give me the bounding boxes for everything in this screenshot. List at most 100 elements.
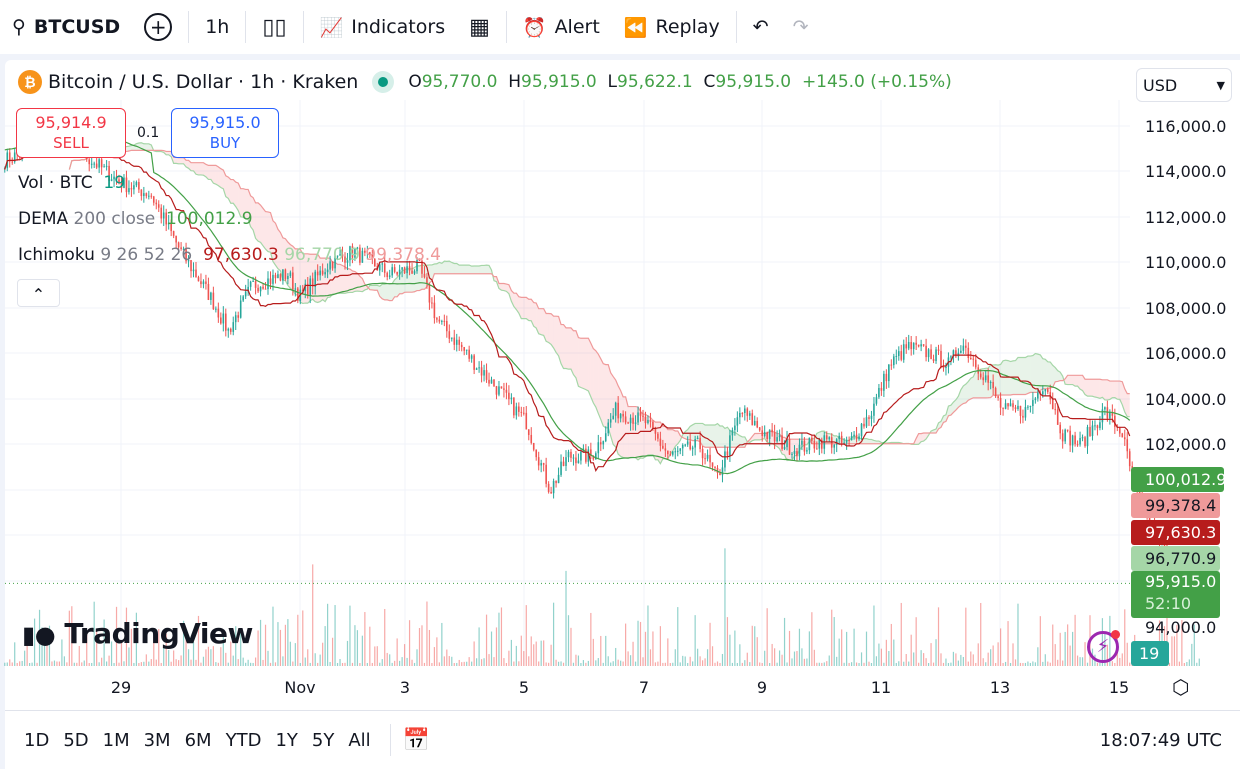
range-1m-button[interactable]: 1M bbox=[102, 729, 130, 751]
candle-body bbox=[967, 347, 970, 359]
candle-body bbox=[148, 195, 150, 197]
volume-bar bbox=[597, 658, 599, 666]
volume-bar bbox=[1012, 643, 1014, 666]
ichimoku-cloud bbox=[588, 338, 591, 397]
candle-body bbox=[1069, 430, 1071, 446]
calendar-goto-icon[interactable]: 📅 bbox=[402, 727, 431, 753]
ichimoku-cloud bbox=[593, 348, 596, 408]
volume-bar bbox=[644, 631, 647, 666]
candle-body bbox=[522, 412, 525, 414]
templates-button[interactable]: ▦ bbox=[457, 7, 502, 47]
ichimoku-cloud bbox=[218, 166, 221, 188]
candle-body bbox=[741, 412, 744, 414]
candle-body bbox=[411, 270, 413, 274]
candle-body bbox=[729, 435, 731, 456]
interval-button[interactable]: 1h bbox=[205, 16, 230, 38]
symbol-search[interactable]: ⚲ BTCUSD bbox=[0, 7, 132, 47]
volume-bar bbox=[105, 661, 108, 666]
ichimoku-cloud bbox=[325, 258, 328, 302]
volume-legend[interactable]: Vol · BTC 19 bbox=[18, 173, 126, 193]
compare-button[interactable]: + bbox=[132, 7, 184, 47]
candle-body bbox=[751, 413, 754, 426]
range-6m-button[interactable]: 6M bbox=[184, 729, 212, 751]
candle-body bbox=[254, 280, 257, 288]
base-line-price-label: 97,630.3 bbox=[1131, 520, 1220, 545]
range-1d-button[interactable]: 1D bbox=[24, 729, 50, 751]
candle-body bbox=[671, 451, 674, 455]
ichimoku-cloud bbox=[752, 433, 755, 441]
volume-bar bbox=[125, 607, 128, 666]
candle-body bbox=[378, 264, 381, 271]
axis-settings-icon[interactable]: ⬡ bbox=[1172, 675, 1190, 699]
volume-bar bbox=[811, 612, 813, 666]
ichimoku-cloud bbox=[131, 145, 134, 151]
volume-bar bbox=[304, 657, 306, 666]
volume-bar bbox=[751, 625, 753, 666]
volume-bar bbox=[240, 630, 242, 666]
ichimoku-cloud bbox=[404, 268, 408, 293]
undo-button[interactable]: ↶ bbox=[741, 7, 781, 47]
redo-button[interactable]: ↷ bbox=[781, 7, 821, 47]
candle-body bbox=[701, 448, 704, 459]
chart-type-button[interactable]: ▯▯ bbox=[250, 7, 298, 47]
assistant-icon[interactable]: ⚡ bbox=[1087, 630, 1120, 663]
currency-select[interactable]: USD ▼ bbox=[1136, 68, 1232, 102]
candle-body bbox=[535, 449, 538, 458]
volume-bar bbox=[841, 629, 843, 666]
volume-bar bbox=[935, 639, 937, 666]
candle-body bbox=[202, 281, 205, 285]
candle-body bbox=[763, 432, 766, 437]
candle-body bbox=[999, 397, 1002, 408]
candle-body bbox=[500, 386, 503, 389]
ichimoku-cloud bbox=[953, 399, 956, 413]
volume-bar bbox=[394, 660, 396, 666]
volume-bar bbox=[423, 662, 426, 666]
volume-bar bbox=[369, 626, 371, 666]
volume-bar bbox=[33, 618, 36, 666]
volume-bar bbox=[1064, 631, 1066, 666]
candle-body bbox=[897, 351, 900, 356]
range-5y-button[interactable]: 5Y bbox=[311, 729, 335, 751]
collapse-legend-button[interactable]: ⌃ bbox=[17, 279, 60, 307]
replay-button[interactable]: ⏪ Replay bbox=[612, 7, 732, 47]
volume-bar bbox=[190, 659, 192, 666]
sell-button[interactable]: 95,914.9 SELL bbox=[16, 108, 126, 158]
candle-body bbox=[965, 345, 967, 348]
date-axis-label: 11 bbox=[870, 678, 892, 697]
indicators-button[interactable]: 📈 Indicators bbox=[308, 7, 458, 47]
volume-bar bbox=[788, 630, 791, 666]
ichimoku-cloud bbox=[916, 433, 919, 445]
ichimoku-legend[interactable]: Ichimoku 9 26 52 26 97,630.3 96,770.9 99… bbox=[18, 245, 441, 265]
candle-body bbox=[657, 433, 659, 439]
candle-body bbox=[413, 271, 416, 274]
volume-bar bbox=[401, 657, 403, 666]
range-ytd-button[interactable]: YTD bbox=[225, 729, 262, 751]
volume-bar bbox=[61, 639, 63, 666]
volume-bar bbox=[1076, 655, 1079, 666]
volume-bar bbox=[513, 661, 515, 666]
volume-bar bbox=[411, 659, 413, 666]
ichimoku-cloud bbox=[210, 165, 214, 184]
candle-body bbox=[858, 436, 860, 440]
volume-bar bbox=[1039, 616, 1041, 666]
ichimoku-cloud bbox=[248, 189, 251, 227]
range-3m-button[interactable]: 3M bbox=[143, 729, 171, 751]
volume-bar bbox=[930, 643, 932, 666]
range-5d-button[interactable]: 5D bbox=[63, 729, 89, 751]
candle-body bbox=[1044, 389, 1047, 392]
dema-legend[interactable]: DEMA 200 close 100,012.9 bbox=[18, 209, 253, 229]
candle-body bbox=[890, 364, 893, 366]
volume-bar bbox=[319, 654, 321, 666]
price-axis-label: 104,000.0 bbox=[1145, 390, 1227, 409]
alert-button[interactable]: ⏰ Alert bbox=[511, 7, 612, 47]
buy-button[interactable]: 95,915.0 BUY bbox=[171, 108, 279, 158]
volume-bar bbox=[267, 650, 269, 666]
range-1y-button[interactable]: 1Y bbox=[275, 729, 298, 751]
ichimoku-cloud bbox=[392, 279, 395, 301]
range-all-button[interactable]: All bbox=[348, 729, 371, 751]
clock[interactable]: 18:07:49 UTC bbox=[1099, 729, 1222, 751]
candle-body bbox=[667, 450, 669, 455]
volume-bar bbox=[389, 654, 391, 666]
ichimoku-cloud bbox=[702, 423, 706, 448]
